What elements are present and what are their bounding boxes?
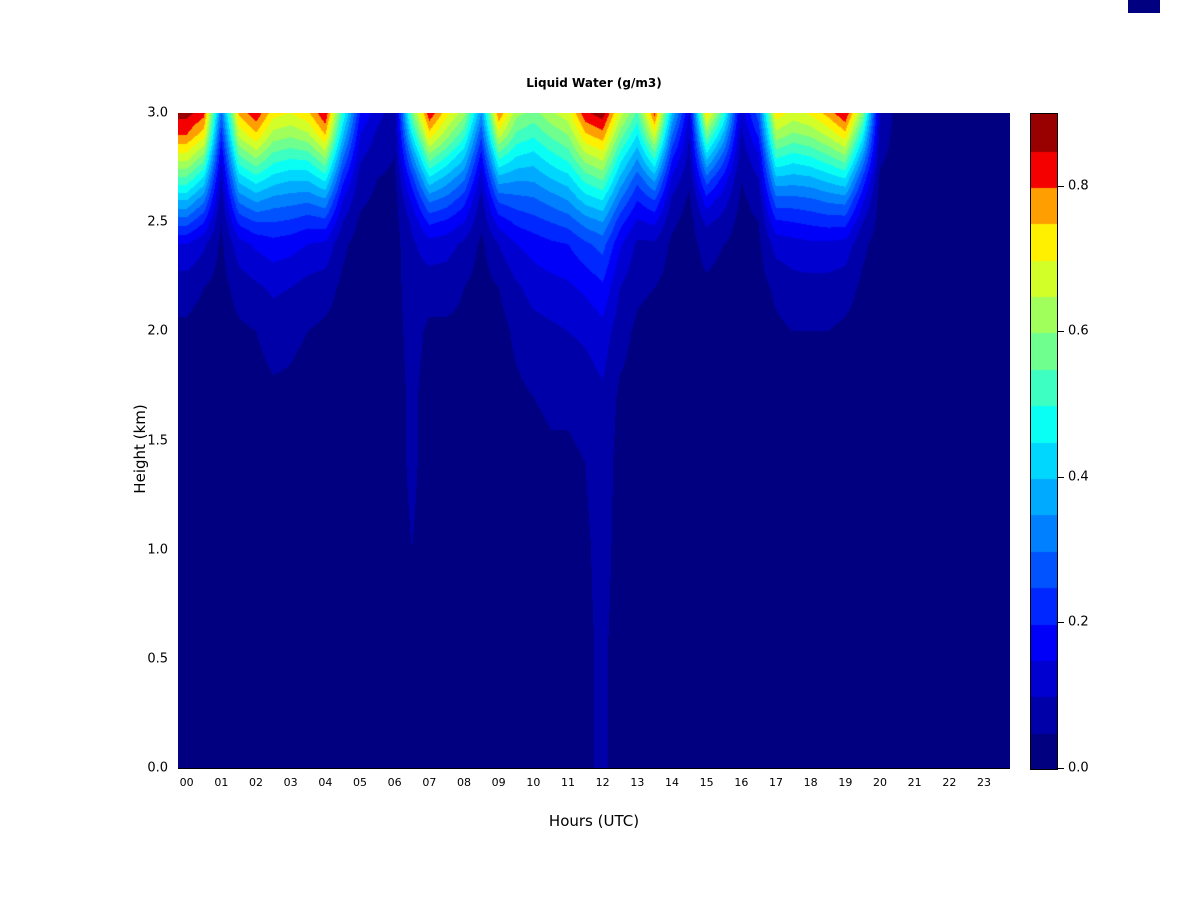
colorbar-tick-mark <box>1058 185 1064 187</box>
x-tick-label: 20 <box>873 776 887 789</box>
x-tick-label: 21 <box>907 776 922 789</box>
x-tick-label: 11 <box>561 776 575 789</box>
x-tick-label: 08 <box>457 776 471 789</box>
heatmap-canvas <box>178 113 1010 768</box>
x-tick-label: 00 <box>179 776 194 789</box>
y-tick-label: 2.0 <box>147 323 168 339</box>
x-tick-label: 15 <box>699 776 714 789</box>
corner-artifact <box>1128 0 1160 13</box>
x-tick-label: 14 <box>665 776 679 789</box>
x-tick-label: 16 <box>734 776 749 789</box>
colorbar-tick-label: 0.4 <box>1068 469 1089 485</box>
colorbar-tick-label: 0.0 <box>1068 760 1089 776</box>
colorbar-tick-mark <box>1058 331 1064 333</box>
chart-title: Liquid Water (g/m3) <box>526 76 662 90</box>
x-tick-label: 03 <box>283 776 298 789</box>
x-tick-label: 19 <box>838 776 853 789</box>
y-tick-label: 1.5 <box>147 433 168 448</box>
colorbar-tick-label: 0.8 <box>1068 178 1089 194</box>
x-tick-label: 07 <box>422 776 437 789</box>
y-tick-label: 0.0 <box>147 760 168 776</box>
colorbar <box>1030 113 1058 770</box>
y-tick-label: 1.0 <box>147 542 168 558</box>
y-tick-label: 3.0 <box>147 105 168 121</box>
x-tick-label: 01 <box>214 776 229 789</box>
x-tick-label: 10 <box>526 776 541 789</box>
colorbar-canvas <box>1031 114 1057 769</box>
heatmap-plot-area <box>178 113 1010 769</box>
x-tick-label: 06 <box>387 776 402 789</box>
y-tick-label: 2.5 <box>147 214 168 230</box>
x-tick-label: 13 <box>630 776 645 789</box>
x-tick-label: 09 <box>491 776 506 789</box>
x-tick-label: 12 <box>595 776 610 789</box>
x-axis-label: Hours (UTC) <box>548 812 640 830</box>
y-axis-label: Height (km) <box>131 404 149 494</box>
colorbar-tick-label: 0.2 <box>1068 614 1089 630</box>
colorbar-tick-mark <box>1058 768 1064 769</box>
x-tick-label: 17 <box>769 776 783 789</box>
x-tick-label: 18 <box>803 776 818 789</box>
y-tick-label: 0.5 <box>147 651 168 667</box>
colorbar-tick-mark <box>1058 622 1064 624</box>
colorbar-tick-label: 0.6 <box>1068 323 1089 339</box>
x-tick-label: 02 <box>249 776 263 789</box>
x-tick-label: 04 <box>318 776 333 789</box>
x-tick-label: 22 <box>942 776 957 789</box>
colorbar-tick-mark <box>1058 476 1064 478</box>
x-tick-label: 05 <box>353 776 367 789</box>
x-tick-label: 23 <box>977 776 991 789</box>
